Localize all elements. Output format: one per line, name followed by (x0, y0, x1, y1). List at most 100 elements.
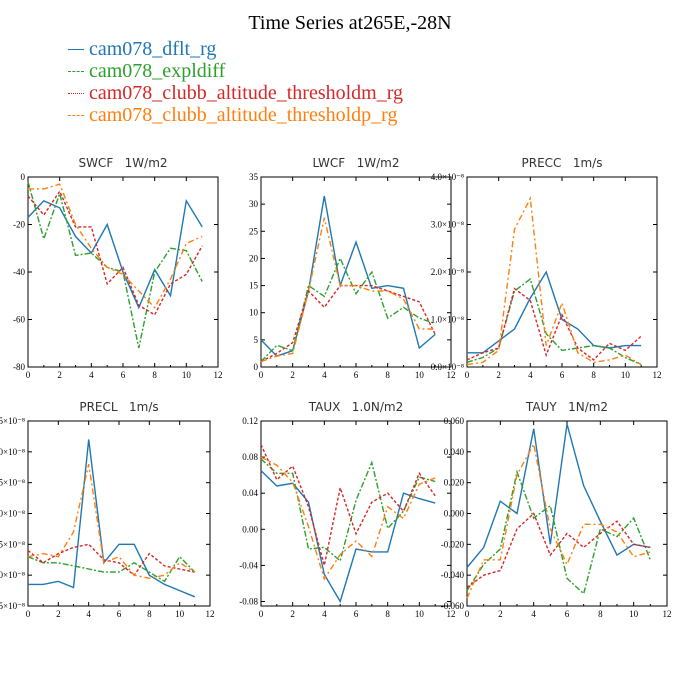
y-tick-label: -60 (13, 315, 25, 325)
legend-label-4: cam078_clubb_altitude_thresholdp_rg (89, 103, 398, 126)
series-line-1 (467, 270, 642, 354)
legend-item-4: cam078_clubb_altitude_thresholdp_rg (68, 104, 403, 126)
x-tick-label: 6 (117, 609, 122, 619)
chart-3: PRECC 1m/s0 2 4 6 8 10 120.0×10⁻⁸1.0×10⁻⁸2.0×1… (431, 156, 662, 380)
chart-1: SWCF 1W/m2 0 2 4 6 8 10 12 0 -20 -40 -60 -80 (13, 156, 223, 380)
series-line-4 (28, 183, 203, 309)
y-tick-label: 5 (254, 335, 259, 345)
y-tick-label: -0.04 (239, 560, 258, 570)
legend-swatch-4 (68, 114, 84, 116)
x-tick-label: 10 (415, 370, 425, 380)
x-tick-label: 2 (57, 370, 62, 380)
series-line-1 (28, 439, 196, 598)
y-tick-label: 15 (249, 281, 259, 291)
chart-title: PRECC 1m/s (522, 156, 603, 170)
series-line-2 (27, 555, 196, 583)
x-tick-label: 2 (496, 370, 501, 380)
plot-frame (27, 420, 211, 607)
series-line-3 (260, 444, 436, 566)
x-tick-label: 10 (629, 609, 639, 619)
x-tick-label: 8 (385, 609, 390, 619)
x-tick-label: 0 (26, 370, 31, 380)
x-tick-label: 12 (447, 609, 456, 619)
series-line-2 (466, 469, 651, 596)
legend-item-2: cam078_expldiff (68, 60, 403, 82)
x-tick-label: 8 (385, 370, 390, 380)
series-line-1 (27, 198, 203, 310)
y-tick-label: 3.0×10⁻⁸ (431, 220, 464, 230)
x-tick-label: 10 (175, 609, 185, 619)
y-tick-label: 2.0×10⁻⁸ (431, 267, 464, 277)
x-tick-label: 12 (447, 370, 456, 380)
y-tick-label: -40 (13, 267, 25, 277)
series-line-2 (260, 256, 436, 363)
x-tick-label: 0 (259, 609, 264, 619)
legend: cam078_dflt_rg cam078_expldiff cam078_cl… (68, 38, 403, 126)
x-tick-label: 4 (322, 609, 327, 619)
y-tick-label: 30 (249, 199, 259, 209)
series-line-1 (260, 470, 436, 604)
x-tick-label: 4 (322, 370, 327, 380)
chart-title: TAUY 1N/m2 (525, 400, 608, 414)
x-tick-label: 6 (560, 370, 565, 380)
x-tick-label: 12 (214, 370, 223, 380)
x-tick-label: 12 (663, 609, 672, 619)
x-tick-label: 6 (121, 370, 126, 380)
y-tick-label: 0.00 (242, 524, 258, 534)
plot-frame (466, 176, 658, 368)
chart-4: PRECL 1m/s 0 2 4 6 8 10 12 0.5×10⁻⁸ 1.0×10⁻⁸ 1.5×1… (0, 400, 215, 619)
series-line-4 (260, 456, 436, 581)
series-line-3 (27, 189, 203, 316)
y-tick-label: 0 (21, 172, 26, 182)
legend-label-2: cam078_expldiff (89, 59, 226, 82)
x-tick-label: 2 (498, 609, 503, 619)
y-tick-label: 2.5×10⁻⁸ (0, 478, 25, 488)
y-tick-label: 0.12 (242, 416, 258, 426)
x-tick-label: 4 (531, 609, 536, 619)
x-tick-label: 4 (89, 370, 94, 380)
y-tick-label: 10 (249, 308, 259, 318)
chart-title: SWCF 1W/m2 (78, 156, 167, 170)
y-tick-label: 3.0×10⁻⁸ (0, 447, 25, 457)
y-tick-label: 35 (249, 172, 259, 182)
chart-5: TAUX 1.0N/m2 0 2 4 6 8 10 12 -0.08 -0.04 0.00 0.04 0… (239, 400, 455, 619)
y-tick-label: 1.0×10⁻⁸ (0, 570, 25, 580)
chart-6: TAUY 1N/m20 2 4 6 8 10 12-0.060-0.040-0.0200.0… (441, 400, 672, 619)
x-tick-label: 12 (653, 370, 662, 380)
x-tick-label: 8 (598, 609, 603, 619)
y-tick-label: 0.08 (242, 452, 258, 462)
chart-title: TAUX 1.0N/m2 (308, 400, 403, 414)
y-tick-label: -0.08 (239, 596, 258, 606)
y-tick-label: 0.020 (444, 478, 465, 488)
legend-swatch-1 (68, 48, 84, 50)
x-tick-label: 2 (56, 609, 61, 619)
series-line-3 (466, 512, 651, 589)
y-tick-label: 2.0×10⁻⁸ (0, 509, 25, 519)
legend-item-3: cam078_clubb_altitude_thresholdm_rg (68, 82, 403, 104)
x-tick-label: 0 (259, 370, 264, 380)
chart-title: PRECL 1m/s (79, 400, 158, 414)
plot-frame (260, 176, 452, 368)
chart-2: LWCF 1W/m2 0 2 4 6 8 10 12 0 5 10 15 20 25 30 35 (249, 156, 456, 380)
legend-label-3: cam078_clubb_altitude_thresholdm_rg (89, 81, 404, 104)
series-line-3 (27, 543, 195, 577)
y-tick-label: 0.5×10⁻⁸ (0, 601, 25, 611)
series-line-4 (27, 464, 196, 580)
legend-swatch-3 (68, 92, 84, 94)
x-tick-label: 10 (415, 609, 425, 619)
y-tick-label: 4.0×10⁻⁸ (431, 172, 464, 182)
series-line-4 (260, 217, 436, 363)
x-tick-label: 2 (290, 609, 295, 619)
y-tick-label: -20 (13, 220, 25, 230)
legend-item-1: cam078_dflt_rg (68, 38, 403, 60)
y-tick-label: -0.060 (441, 601, 465, 611)
x-tick-label: 0 (465, 370, 470, 380)
legend-swatch-2 (68, 70, 84, 72)
y-tick-label: -80 (13, 362, 25, 372)
x-tick-label: 8 (147, 609, 152, 619)
y-tick-label: 1.5×10⁻⁸ (0, 539, 25, 549)
y-tick-label: -0.020 (441, 539, 465, 549)
legend-label-1: cam078_dflt_rg (89, 37, 217, 60)
y-tick-label: 0.060 (444, 416, 465, 426)
